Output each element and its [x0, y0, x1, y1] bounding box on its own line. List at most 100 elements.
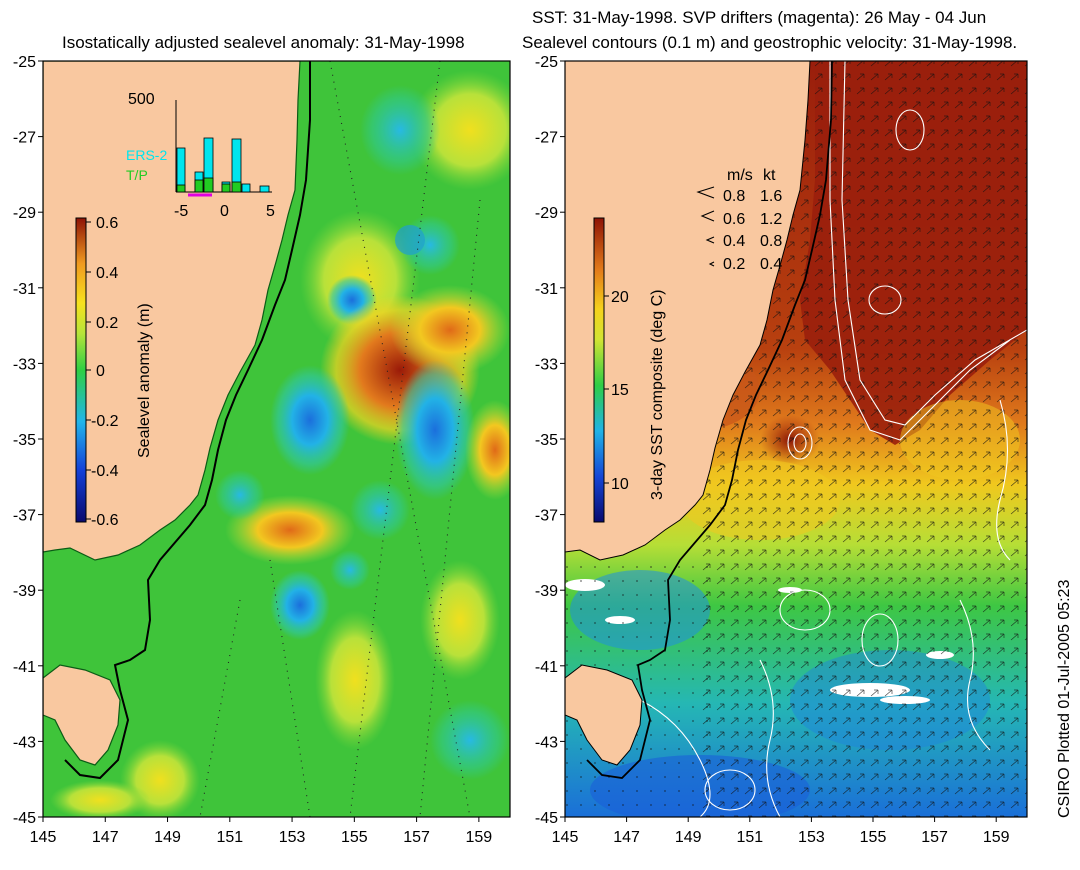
sla-feature [360, 85, 440, 175]
inset-legend-tp: T/P [126, 167, 148, 183]
speed-legend-kt: 0.8 [760, 233, 782, 250]
left-colorbar-tick: -0.2 [91, 413, 119, 430]
left-colorbar-tick: 0.2 [96, 315, 118, 332]
left-colorbar-tick: -0.4 [91, 463, 119, 480]
x-tick-label: 155 [860, 829, 887, 846]
inset-histogram: 500 -5 0 5 ERS-2 T/P [126, 91, 275, 220]
left-map-title: Isostatically adjusted sealevel anomaly:… [62, 33, 465, 52]
speed-legend-ms: 0.8 [723, 188, 745, 205]
left-map-panel [43, 61, 510, 817]
left-map-axes: -25 -27 -29 -31 -33 -35 -37 -39 -41 -43 -45 145 147 1… [13, 54, 492, 846]
speed-legend-arrow-icon [708, 261, 715, 267]
x-tick-label: 151 [216, 829, 243, 846]
right-tasmania [565, 664, 643, 766]
sla-feature [390, 285, 510, 375]
left-colorbar-tick: 0.6 [96, 215, 118, 232]
right-map-title-line1: SST: 31-May-1998. SVP drifters (magenta)… [532, 8, 987, 27]
inset-ymax-label: 500 [128, 91, 155, 108]
sla-feature [350, 480, 410, 540]
y-tick-label: -33 [535, 356, 558, 373]
x-tick-label: 159 [983, 829, 1010, 846]
y-tick-label: -25 [13, 54, 36, 71]
sla-feature [465, 400, 510, 500]
x-tick-label: 155 [341, 829, 368, 846]
x-tick-label: 149 [675, 829, 702, 846]
x-tick-label: 157 [921, 829, 948, 846]
inset-xtick: -5 [174, 203, 188, 220]
speed-legend-ms: 0.2 [723, 256, 745, 273]
credit-text: CSIRO Plotted 01-Jul-2005 05:23 [1056, 579, 1073, 818]
y-tick-label: -45 [535, 810, 558, 827]
sla-feature [270, 570, 330, 640]
x-tick-label: 145 [552, 829, 579, 846]
sla-feature [215, 470, 265, 520]
speed-legend-arrow-icon [700, 210, 715, 222]
inset-bars [176, 137, 270, 193]
sla-feature [50, 780, 150, 817]
sla-feature [395, 225, 425, 255]
speed-legend-ms: 0.6 [723, 211, 745, 228]
y-tick-label: -25 [535, 54, 558, 71]
x-tick-label: 151 [736, 829, 763, 846]
right-colorbar-label: 3-day SST composite (deg C) [649, 290, 666, 500]
right-mainland [565, 61, 811, 561]
x-tick-label: 147 [92, 829, 119, 846]
right-colorbar: 20 15 10 3-day SST composite (deg C) [593, 217, 666, 523]
speed-legend-header-kt: kt [763, 167, 776, 184]
x-tick-label: 153 [279, 829, 306, 846]
speed-legend: m/s kt 0.8 1.6 0.6 1.2 0.4 0.8 0.2 0.4 [696, 167, 782, 273]
sla-feature [420, 560, 500, 680]
y-tick-label: -39 [13, 583, 36, 600]
y-tick-label: -27 [535, 130, 558, 147]
y-tick-label: -39 [535, 583, 558, 600]
speed-legend-kt: 0.4 [760, 256, 782, 273]
right-shelf-contour [586, 61, 833, 779]
right-map-title-line2: Sealevel contours (0.1 m) and geostrophi… [522, 33, 1018, 52]
x-tick-label: 145 [30, 829, 57, 846]
left-colorbar: 0.6 0.4 0.2 0 -0.2 -0.4 -0.6 Sealevel an… [75, 215, 153, 529]
y-tick-label: -43 [13, 734, 36, 751]
x-tick-label: 153 [798, 829, 825, 846]
speed-legend-arrow-icon [696, 186, 715, 199]
left-ground-tracks [199, 61, 481, 817]
left-shelf-contour [64, 61, 311, 780]
y-tick-label: -41 [13, 659, 36, 676]
y-tick-label: -29 [13, 205, 36, 222]
y-tick-label: -27 [13, 130, 36, 147]
speed-legend-kt: 1.2 [760, 211, 782, 228]
y-tick-label: -37 [13, 508, 36, 525]
y-tick-label: -29 [535, 205, 558, 222]
x-tick-label: 149 [154, 829, 181, 846]
speed-legend-ms: 0.4 [723, 233, 745, 250]
sealevel-contours [639, 61, 1027, 817]
left-colorbar-tick: 0.4 [96, 265, 118, 282]
y-tick-label: -43 [535, 734, 558, 751]
left-tasmania [43, 664, 121, 766]
sla-feature [430, 700, 510, 780]
right-colorbar-ramp [593, 217, 605, 523]
y-tick-label: -41 [535, 659, 558, 676]
right-colorbar-tick: 10 [611, 476, 629, 493]
speed-legend-header-ms: m/s [727, 167, 753, 184]
left-colorbar-label: Sealevel anomaly (m) [136, 303, 153, 458]
right-map-axes: -25 -27 -29 -31 -33 -35 -37 -39 -41 -43 -45 145 147 1… [535, 54, 1010, 846]
sla-feature [315, 610, 395, 750]
y-tick-label: -35 [13, 432, 36, 449]
speed-legend-kt: 1.6 [760, 188, 782, 205]
y-tick-label: -31 [535, 281, 558, 298]
left-colorbar-tick: -0.6 [91, 512, 119, 529]
speed-legend-arrow-icon [705, 236, 715, 244]
inset-xtick: 0 [220, 203, 229, 220]
y-tick-label: -45 [13, 810, 36, 827]
x-tick-label: 147 [613, 829, 640, 846]
y-tick-label: -33 [13, 356, 36, 373]
inset-legend-ers2: ERS-2 [126, 147, 167, 163]
right-colorbar-tick: 15 [611, 382, 629, 399]
y-tick-label: -31 [13, 281, 36, 298]
right-colorbar-tick: 20 [611, 289, 629, 306]
right-map-panel [565, 61, 1027, 817]
y-tick-label: -35 [535, 432, 558, 449]
sla-feature [395, 360, 475, 500]
left-colorbar-ramp [75, 217, 87, 523]
